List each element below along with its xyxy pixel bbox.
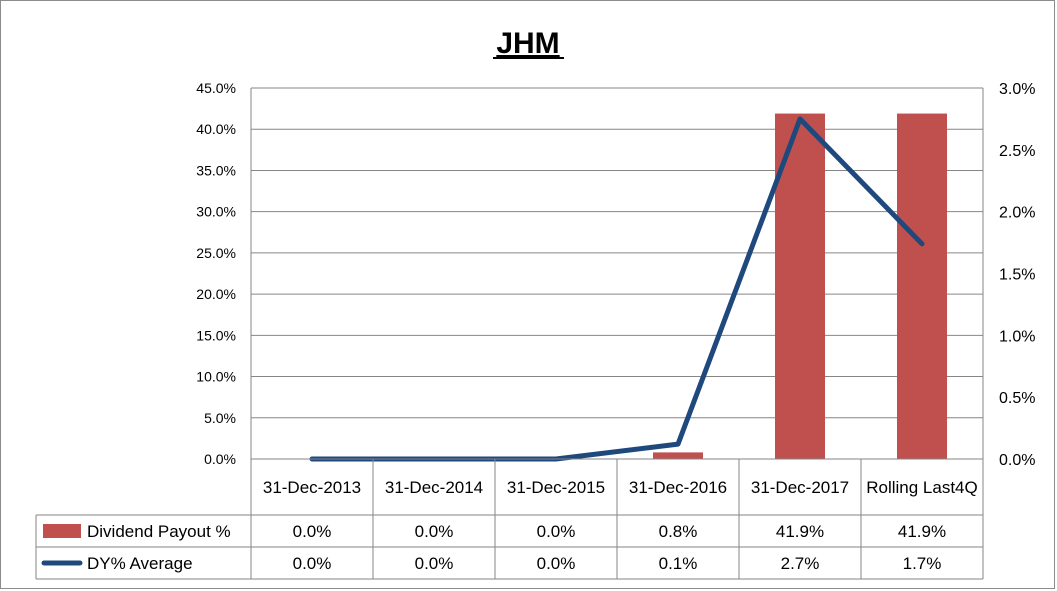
chart-title: JHM: [496, 27, 559, 60]
legend-label-dividend-payout: Dividend Payout %: [87, 522, 231, 541]
bar: [775, 113, 825, 460]
category-label: 31-Dec-2013: [263, 478, 361, 497]
left-tick-label: 0.0%: [204, 451, 236, 467]
category-label: 31-Dec-2015: [507, 478, 605, 497]
bar: [897, 113, 947, 460]
table-value: 41.9%: [898, 522, 946, 541]
bar: [653, 452, 703, 459]
right-tick-label: 1.5%: [999, 267, 1035, 284]
left-tick-label: 15.0%: [196, 327, 236, 343]
left-tick-label: 5.0%: [204, 410, 236, 426]
left-tick-label: 20.0%: [196, 286, 236, 302]
table-value: 0.1%: [659, 554, 698, 573]
right-tick-label: 3.0%: [999, 81, 1035, 98]
table-value: 0.0%: [415, 554, 454, 573]
right-tick-label: 1.0%: [999, 328, 1035, 345]
table-value: 2.7%: [781, 554, 820, 573]
table-value: 41.9%: [776, 522, 824, 541]
left-tick-label: 45.0%: [196, 80, 236, 96]
left-tick-label: 35.0%: [196, 162, 236, 178]
left-tick-label: 10.0%: [196, 369, 236, 385]
right-tick-label: 0.0%: [999, 452, 1035, 469]
gridlines: [250, 87, 984, 460]
table-value: 0.0%: [293, 522, 332, 541]
table-value: 1.7%: [903, 554, 942, 573]
right-tick-label: 2.5%: [999, 143, 1035, 160]
table-value: 0.0%: [415, 522, 454, 541]
right-tick-label: 2.0%: [999, 205, 1035, 222]
table-value: 0.8%: [659, 522, 698, 541]
right-tick-label: 0.5%: [999, 390, 1035, 407]
left-axis-ticks: 0.0% 5.0% 10.0% 15.0% 20.0% 25.0% 30.0% 35.0% 40…: [196, 80, 236, 467]
bar-series: [653, 113, 947, 460]
category-label: 31-Dec-2017: [751, 478, 849, 497]
table-value: 0.0%: [537, 522, 576, 541]
category-label: Rolling Last4Q: [866, 478, 978, 497]
legend-label-dy-average: DY% Average: [87, 554, 193, 573]
table-value: 0.0%: [537, 554, 576, 573]
category-label: 31-Dec-2016: [629, 478, 727, 497]
right-axis-ticks: 0.0% 0.5% 1.0% 1.5% 2.0% 2.5% 3.0%: [999, 81, 1035, 469]
category-label: 31-Dec-2014: [385, 478, 483, 497]
line-series: [309, 116, 925, 462]
left-tick-label: 25.0%: [196, 245, 236, 261]
legend-key-dividend-payout: [43, 524, 81, 538]
table-value: 0.0%: [293, 554, 332, 573]
dy-average-line: [309, 116, 925, 462]
left-tick-label: 40.0%: [196, 121, 236, 137]
left-tick-label: 30.0%: [196, 204, 236, 220]
data-table: 31-Dec-2013 31-Dec-2014 31-Dec-2015 31-Dec-…: [35, 458, 984, 580]
